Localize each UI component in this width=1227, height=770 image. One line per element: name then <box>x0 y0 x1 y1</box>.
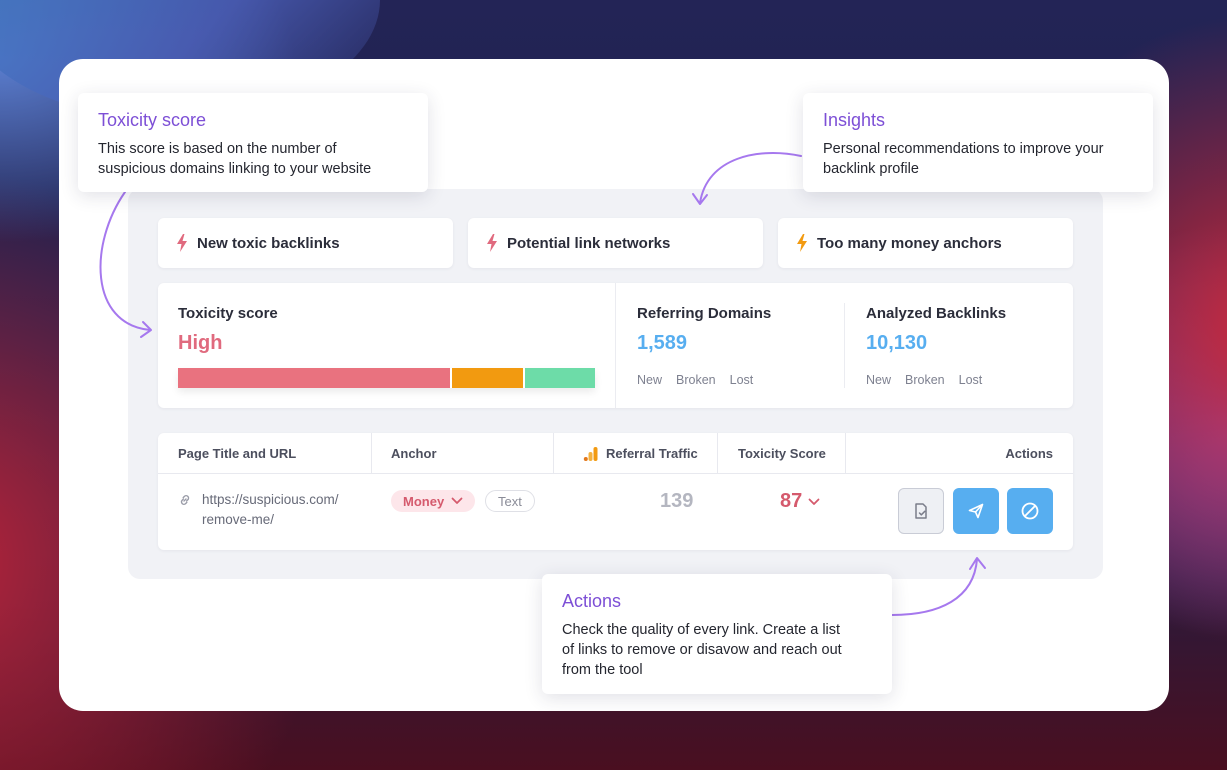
callout-line: backlink profile <box>823 161 919 177</box>
callout-body: Personal recommendations to improve your… <box>823 139 1133 179</box>
broken-link[interactable]: Broken <box>905 373 945 387</box>
callout-line: suspicious domains linking to your websi… <box>98 161 372 177</box>
callout-title: Insights <box>823 110 886 130</box>
new-link[interactable]: New <box>637 373 663 387</box>
toxicity-bar-medium <box>450 368 523 388</box>
divider <box>845 433 846 474</box>
lost-link[interactable]: Lost <box>958 373 983 387</box>
insight-potential-link-networks[interactable]: Potential link networks <box>468 218 763 268</box>
backlinks-table: Page Title and URL Anchor Referral Traff… <box>158 433 1073 550</box>
insight-label: Potential link networks <box>507 234 671 252</box>
column-anchor[interactable]: Anchor <box>391 446 437 461</box>
url-line-2: remove-me/ <box>202 512 275 527</box>
callout-title: Actions <box>562 591 622 611</box>
callout-body: This score is based on the number of sus… <box>98 139 408 179</box>
insights-callout: Insights Personal recommendations to imp… <box>803 93 1153 192</box>
disavow-button[interactable] <box>1007 488 1053 534</box>
table-header: Page Title and URL Anchor Referral Traff… <box>158 433 1073 474</box>
referring-domains-subnav: New Broken Lost <box>637 373 753 387</box>
toxicity-score-value: 87 <box>780 490 803 512</box>
toxicity-bar <box>178 368 595 388</box>
link-icon <box>180 495 190 505</box>
column-referral-traffic-label: Referral Traffic <box>606 446 698 461</box>
insight-too-many-money-anchors[interactable]: Too many money anchors <box>778 218 1073 268</box>
toxicity-level: High <box>178 332 223 354</box>
divider <box>717 433 718 474</box>
callout-line: of links to remove or disavow and reach … <box>562 642 842 658</box>
analyzed-backlinks-value[interactable]: 10,130 <box>866 332 928 354</box>
table-row: https://suspicious.com/ remove-me/ <box>178 490 339 530</box>
review-button[interactable] <box>898 488 944 534</box>
block-icon <box>1021 502 1039 520</box>
chevron-down-icon <box>451 497 463 504</box>
column-toxicity-score[interactable]: Toxicity Score <box>738 446 826 461</box>
url-line-1: https://suspicious.com/ <box>202 492 339 507</box>
callout-line: Check the quality of every link. Create … <box>562 622 841 638</box>
divider <box>553 433 554 474</box>
url-link[interactable]: https://suspicious.com/ remove-me/ <box>202 490 339 530</box>
insight-label: Too many money anchors <box>817 234 1002 252</box>
toxicity-bar-low <box>523 368 595 388</box>
anchor-text-tag[interactable]: Text <box>485 490 535 512</box>
lightning-icon <box>177 234 187 252</box>
referring-domains-value[interactable]: 1,589 <box>637 332 688 354</box>
column-page-title[interactable]: Page Title and URL <box>178 446 297 461</box>
lost-link[interactable]: Lost <box>729 373 754 387</box>
new-link[interactable]: New <box>866 373 892 387</box>
anchor-money-label: Money <box>403 493 445 509</box>
callout-title: Toxicity score <box>98 110 207 130</box>
anchor-money-dropdown[interactable]: Money <box>391 490 476 512</box>
toxicity-bar-high <box>178 368 450 388</box>
divider <box>371 433 372 474</box>
callout-line: from the tool <box>562 662 643 678</box>
annotation-arrows <box>99 152 986 616</box>
callout-body: Check the quality of every link. Create … <box>562 620 872 680</box>
toxicity-title: Toxicity score <box>178 305 278 322</box>
callout-line: Personal recommendations to improve your <box>823 141 1104 157</box>
analyzed-backlinks-subnav: New Broken Lost <box>866 373 982 387</box>
send-icon <box>968 503 984 519</box>
metrics-panel: Toxicity score High Referring Domains 1,… <box>158 283 1073 408</box>
broken-link[interactable]: Broken <box>676 373 716 387</box>
analyzed-backlinks-title: Analyzed Backlinks <box>866 305 1007 322</box>
referral-traffic-value: 139 <box>660 490 694 512</box>
lightning-icon <box>487 234 497 252</box>
chevron-down-icon <box>808 498 820 505</box>
column-actions: Actions <box>1005 446 1053 461</box>
insight-label: New toxic backlinks <box>197 234 340 252</box>
divider <box>844 303 845 388</box>
analytics-icon <box>583 446 598 461</box>
toxicity-score-dropdown[interactable]: 87 <box>780 490 820 513</box>
toxicity-callout: Toxicity score This score is based on th… <box>78 93 428 192</box>
column-referral-traffic[interactable]: Referral Traffic <box>583 433 698 474</box>
divider <box>615 283 616 408</box>
lightning-icon <box>797 234 807 252</box>
feature-card: New toxic backlinks Potential link netwo… <box>59 59 1169 711</box>
referring-domains-title: Referring Domains <box>637 305 772 322</box>
actions-callout: Actions Check the quality of every link.… <box>542 574 892 694</box>
insight-new-toxic-backlinks[interactable]: New toxic backlinks <box>158 218 453 268</box>
callout-line: This score is based on the number of <box>98 141 337 157</box>
send-outreach-button[interactable] <box>953 488 999 534</box>
document-check-icon <box>915 503 927 519</box>
